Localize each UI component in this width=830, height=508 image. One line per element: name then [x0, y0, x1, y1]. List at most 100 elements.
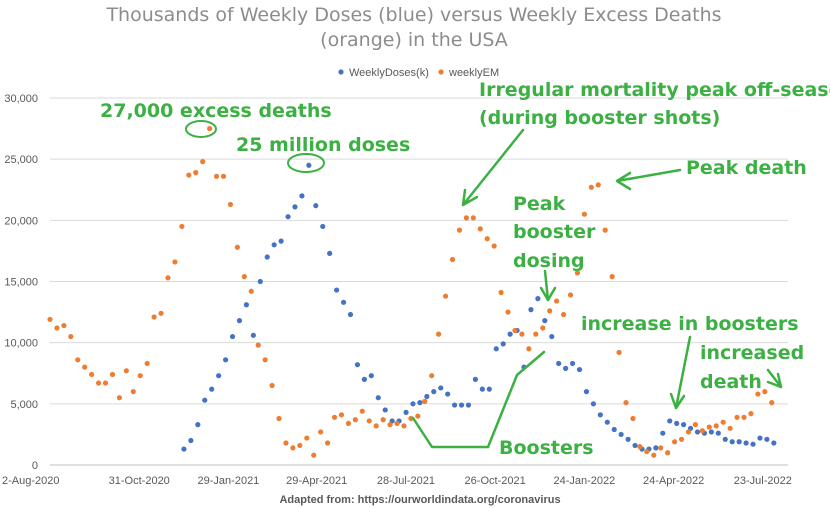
data-point: [394, 420, 400, 427]
data-point: [401, 423, 407, 429]
data-point: [116, 395, 122, 401]
data-point: [264, 254, 270, 260]
data-point: [736, 439, 742, 445]
data-point: [588, 184, 594, 190]
data-point: [769, 400, 775, 406]
data-point: [387, 422, 393, 428]
data-point: [82, 364, 88, 370]
data-point: [436, 331, 442, 337]
data-point: [535, 296, 541, 302]
gridlines: [50, 97, 788, 405]
source-footer: Adapted from: https://ourworldindata.org…: [279, 494, 560, 506]
data-point: [479, 386, 485, 392]
y-tick-label: 0: [32, 460, 38, 472]
data-point: [470, 215, 476, 221]
data-point: [665, 450, 671, 456]
arrow-peak-booster: [539, 269, 557, 302]
annot-increase-in-boosters: increase in boosters: [581, 313, 799, 335]
data-point: [498, 289, 504, 296]
chart-title-line-2: (orange) in the USA: [320, 29, 508, 51]
data-point: [297, 442, 303, 449]
data-point: [528, 307, 534, 313]
data-point: [195, 422, 201, 428]
data-point: [109, 371, 116, 378]
data-point: [755, 391, 761, 397]
data-point: [625, 436, 631, 442]
data-point: [276, 415, 282, 422]
data-point: [361, 376, 367, 382]
data-point: [269, 382, 275, 389]
data-point: [236, 318, 243, 324]
data-point: [222, 357, 229, 363]
data-point: [560, 311, 567, 318]
data-point: [292, 204, 298, 210]
data-point: [359, 408, 365, 414]
data-point: [549, 333, 555, 340]
arrow-boosters-left: [411, 416, 490, 449]
data-point: [694, 429, 701, 435]
data-point: [193, 170, 199, 176]
data-point: [200, 159, 206, 165]
arrow-boosters-right: [486, 350, 546, 449]
data-point: [681, 422, 687, 428]
data-point: [463, 215, 469, 221]
x-tick-label: 24-Apr-2022: [643, 475, 704, 487]
data-point: [380, 417, 386, 423]
annot-death: death: [700, 371, 762, 393]
data-point: [653, 445, 659, 451]
x-tick-label: 28-Jul-2021: [377, 475, 435, 487]
annot-25-million-doses: 25 million doses: [236, 134, 410, 156]
data-point: [172, 259, 178, 265]
data-point: [519, 331, 525, 337]
data-point: [158, 310, 164, 316]
data-point: [750, 441, 756, 447]
data-point: [283, 440, 289, 446]
data-point: [290, 445, 296, 451]
data-point: [486, 386, 492, 392]
data-point: [692, 422, 699, 428]
data-point: [472, 376, 479, 382]
data-point: [512, 327, 518, 334]
data-point: [563, 365, 569, 371]
data-point: [699, 428, 705, 434]
data-point: [715, 430, 721, 436]
data-point: [741, 414, 747, 420]
data-point: [526, 346, 532, 352]
series-weekly-doses: [181, 162, 777, 452]
data-point: [500, 341, 506, 347]
data-point: [248, 288, 254, 294]
data-point: [89, 371, 95, 378]
data-point: [554, 298, 560, 304]
data-point: [271, 242, 277, 248]
y-tick-label: 10,000: [4, 338, 38, 350]
data-point: [306, 162, 312, 168]
data-point: [438, 385, 444, 391]
x-tick-label: 29-Apr-2021: [286, 475, 347, 487]
data-point: [540, 325, 546, 331]
y-tick-label: 5,000: [10, 399, 38, 411]
data-point: [137, 373, 143, 379]
data-point: [354, 362, 361, 368]
data-point: [229, 333, 236, 340]
x-tick-label: 26-Oct-2021: [465, 475, 526, 487]
data-point: [331, 414, 338, 420]
data-point: [442, 293, 449, 299]
data-point: [338, 412, 345, 418]
annot-boosters: Boosters: [499, 437, 594, 459]
data-point: [542, 318, 548, 324]
data-point: [207, 125, 213, 132]
x-tick-label: 2-Aug-2020: [2, 475, 60, 487]
data-point: [602, 227, 608, 233]
data-point: [660, 430, 666, 436]
annot-during-booster: (during booster shots): [479, 107, 720, 129]
y-tick-label: 15,000: [4, 277, 38, 289]
data-point: [54, 325, 60, 331]
arrow-peak-death: [615, 168, 682, 191]
data-point: [574, 270, 581, 276]
annotation-arrows: [411, 128, 783, 449]
legend-marker-em: [438, 69, 444, 75]
data-point: [257, 278, 263, 285]
data-point: [771, 440, 777, 446]
data-point: [667, 418, 673, 424]
